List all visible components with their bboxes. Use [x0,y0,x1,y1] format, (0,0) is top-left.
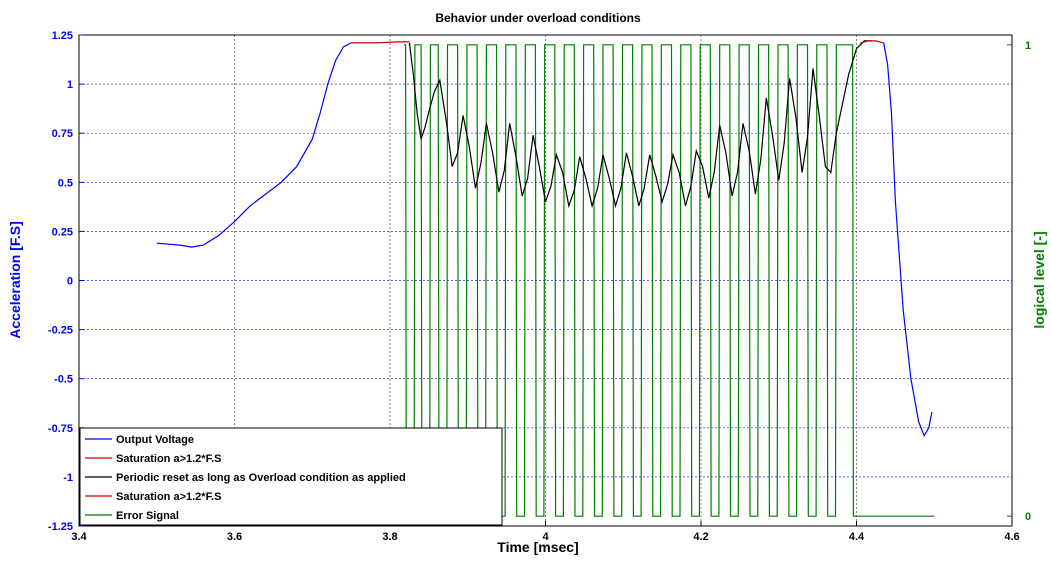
y-tick-label-left: 0.5 [58,177,73,189]
x-tick-label: 3.8 [382,531,397,543]
legend-label: Saturation a>1.2*F.S [116,491,221,503]
y-tick-label-left: 0 [67,276,73,288]
legend-label: Output Voltage [116,434,194,446]
legend-label: Saturation a>1.2*F.S [116,453,221,465]
legend-label: Periodic reset as long as Overload condi… [116,472,406,484]
y-axis-label-left: Acceleration [F.S] [7,221,23,338]
x-tick-label: 4.6 [1004,531,1019,543]
y-tick-label-left: -0.75 [48,423,73,435]
y-tick-label-left: -0.5 [54,374,73,386]
x-axis-label: Time [msec] [497,539,578,555]
x-tick-label: 4.2 [693,531,708,543]
y-tick-label-left: -0.25 [48,325,73,337]
y-axis-label-right: logical level [-] [1031,231,1047,328]
chart-title: Behavior under overload conditions [435,11,641,25]
y-tick-label-left: 1.25 [52,30,73,42]
x-tick-label: 3.4 [71,531,87,543]
y-tick-label-left: 0.25 [52,226,73,238]
y-tick-label-left: 1 [67,79,73,91]
y-tick-label-left: -1 [63,472,73,484]
x-tick-label: 4.4 [849,531,865,543]
legend: Output Voltage Saturation a>1.2*F.S Period… [80,428,502,525]
y-tick-label-right: 0 [1025,511,1031,523]
y-tick-label-left: -1.25 [48,521,73,533]
y-tick-label-right: 1 [1025,40,1031,52]
legend-label: Error Signal [116,510,179,522]
x-tick-label: 3.6 [227,531,242,543]
y-tick-label-left: 0.75 [52,128,73,140]
